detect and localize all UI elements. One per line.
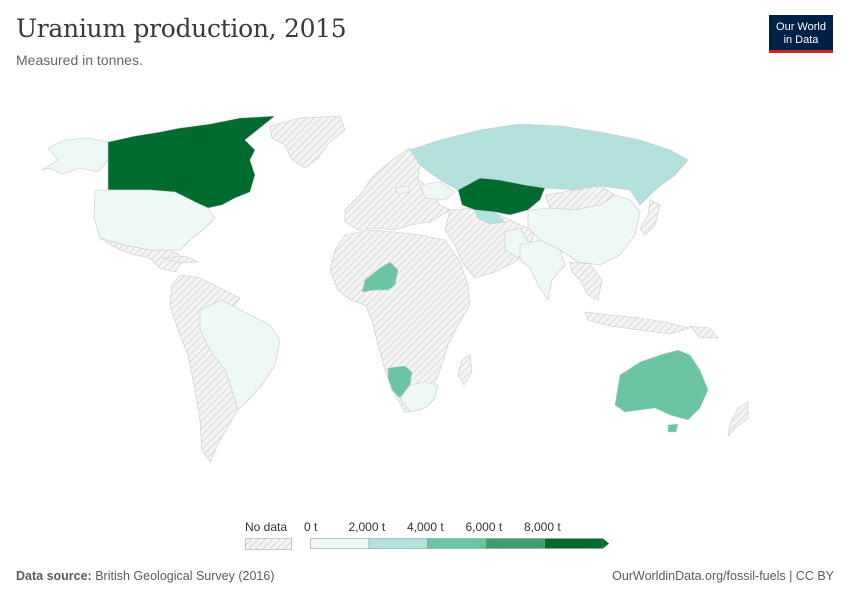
legend-bin-2[interactable] <box>427 538 487 549</box>
country-czechia[interactable] <box>394 185 411 195</box>
footer-url[interactable]: OurWorldinData.org/fossil-fuels | CC BY <box>612 569 834 583</box>
country-greenland[interactable] <box>269 115 346 169</box>
world-map <box>41 115 749 463</box>
data-source-text: British Geological Survey (2016) <box>95 569 275 583</box>
logo-line-1: Our World <box>776 21 826 33</box>
country-tasmania[interactable] <box>667 423 679 433</box>
legend-bin-4[interactable] <box>544 538 604 549</box>
country-uzbekistan[interactable] <box>474 209 506 225</box>
country-japan[interactable] <box>639 199 661 236</box>
country-niger[interactable] <box>361 261 399 293</box>
legend-no-data-swatch[interactable] <box>245 538 293 550</box>
legend-arrow <box>603 538 609 549</box>
legend-color-scale <box>310 538 609 549</box>
logo-line-2: in Data <box>783 34 819 46</box>
country-india[interactable] <box>519 239 566 301</box>
country-united-states[interactable] <box>93 189 216 251</box>
owid-logo[interactable]: Our World in Data <box>769 15 833 53</box>
chart-subtitle: Measured in tonnes. <box>16 52 143 68</box>
legend-bin-label-0: 0 t <box>304 520 318 534</box>
country-alaska[interactable] <box>41 137 109 175</box>
chart-title: Uranium production, 2015 <box>16 14 347 43</box>
country-cuba[interactable] <box>161 255 199 264</box>
country-madagascar[interactable] <box>457 354 473 386</box>
country-australia[interactable] <box>614 349 709 421</box>
country-new-zealand[interactable] <box>727 401 749 437</box>
region-indonesia[interactable] <box>584 311 691 335</box>
legend-bin-label-4: 8,000 t <box>524 520 561 534</box>
legend-no-data-label: No data <box>245 520 288 534</box>
legend-bin-label-3: 6,000 t <box>465 520 503 534</box>
country-south-africa[interactable] <box>399 381 439 413</box>
legend-bin-label-2: 4,000 t <box>407 520 444 534</box>
country-kazakhstan[interactable] <box>457 177 546 216</box>
country-ukraine[interactable] <box>419 181 456 201</box>
data-source: Data source: British Geological Survey (… <box>16 569 274 583</box>
legend-bin-3[interactable] <box>485 538 545 549</box>
legend-bin-0[interactable] <box>310 538 370 549</box>
legend-bin-1[interactable] <box>368 538 428 549</box>
region-middle-east[interactable] <box>444 207 536 279</box>
data-source-label: Data source: <box>16 569 92 583</box>
map-legend: No data 0 t 2,000 t 4,000 t 6,000 t 8,000 t <box>0 510 850 555</box>
legend-bin-label-1: 2,000 t <box>348 520 386 534</box>
region-southeast-asia[interactable] <box>569 261 603 301</box>
country-brazil[interactable] <box>199 299 281 411</box>
country-papua-new-guinea[interactable] <box>689 325 719 339</box>
